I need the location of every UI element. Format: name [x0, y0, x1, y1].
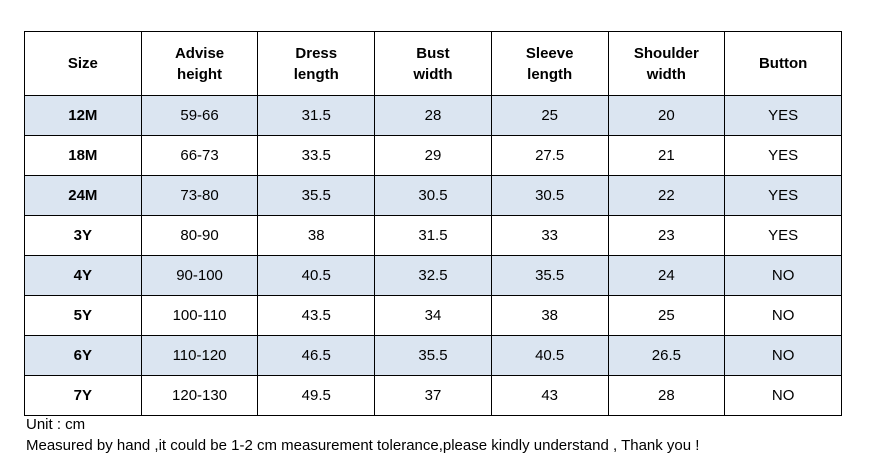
table-cell: 35.5 [374, 335, 492, 376]
table-cell: 49.5 [257, 375, 376, 416]
table-cell: 21 [607, 135, 726, 176]
table-cell: 26.5 [607, 335, 726, 376]
table-row: 12M 59-66 31.5 28 25 20 YES [24, 95, 842, 136]
table-row: 3Y 80-90 38 31.5 33 23 YES [24, 215, 842, 256]
size-cell: 5Y [24, 295, 142, 336]
size-cell: 7Y [24, 375, 142, 416]
table-head: Size Advise height Dress length Bust width S… [24, 31, 842, 96]
table-cell: 28 [374, 95, 492, 136]
size-cell: 24M [24, 175, 142, 216]
table-row: 4Y 90-100 40.5 32.5 35.5 24 NO [24, 255, 842, 296]
size-table: Size Advise height Dress length Bust width S… [24, 31, 842, 416]
header-text: Advise height [174, 44, 225, 83]
header-text: Size [67, 55, 98, 72]
header-cell: Size [24, 31, 142, 96]
table-cell: 22 [607, 175, 726, 216]
table-cell: 110-120 [140, 335, 259, 376]
table-cell: 100-110 [140, 295, 259, 336]
table-row: 18M 66-73 33.5 29 27.5 21 YES [24, 135, 842, 176]
table-cell: 31.5 [374, 215, 492, 256]
table-cell: 24 [607, 255, 726, 296]
header-cell: Button [724, 31, 842, 96]
header-text: Bust width [413, 44, 453, 83]
table-cell: YES [724, 135, 842, 176]
header-text: Button [758, 55, 808, 72]
table-cell: 25 [607, 295, 726, 336]
table-cell: 38 [490, 295, 609, 336]
table-cell: NO [724, 335, 842, 376]
size-cell: 18M [24, 135, 142, 176]
table-cell: 43.5 [257, 295, 376, 336]
size-cell: 12M [24, 95, 142, 136]
table-cell: 40.5 [490, 335, 609, 376]
table-cell: 37 [374, 375, 492, 416]
unit-note: Unit : cm [26, 416, 86, 433]
table-cell: 90-100 [140, 255, 259, 296]
table-cell: 34 [374, 295, 492, 336]
table-body: 12M 59-66 31.5 28 25 20 YES 18M 66-73 33.5 29 27.5 2… [24, 95, 842, 416]
header-text: Sleeve length [525, 44, 574, 83]
table-cell: YES [724, 215, 842, 256]
header-cell: Advise height [140, 31, 259, 96]
table-cell: 23 [607, 215, 726, 256]
table-cell: YES [724, 175, 842, 216]
header-cell: Bust width [374, 31, 492, 96]
table-cell: 20 [607, 95, 726, 136]
header-text: Dress length [293, 44, 339, 83]
table-cell: NO [724, 255, 842, 296]
size-cell: 6Y [24, 335, 142, 376]
table-cell: 59-66 [140, 95, 259, 136]
header-text: Shoulder width [633, 44, 699, 83]
table-cell: 35.5 [257, 175, 376, 216]
table-cell: NO [724, 295, 842, 336]
table-cell: 120-130 [140, 375, 259, 416]
table-cell: 33 [490, 215, 609, 256]
table-row: 5Y 100-110 43.5 34 38 25 NO [24, 295, 842, 336]
table-cell: 35.5 [490, 255, 609, 296]
table-cell: 27.5 [490, 135, 609, 176]
size-cell: 4Y [24, 255, 142, 296]
table-cell: YES [724, 95, 842, 136]
table-cell: 28 [607, 375, 726, 416]
table-cell: 29 [374, 135, 492, 176]
table-cell: 33.5 [257, 135, 376, 176]
table-cell: 46.5 [257, 335, 376, 376]
header-cell: Shoulder width [607, 31, 726, 96]
table-cell: 32.5 [374, 255, 492, 296]
table-cell: 73-80 [140, 175, 259, 216]
tolerance-note: Measured by hand ,it could be 1-2 cm mea… [26, 437, 700, 454]
table-cell: 80-90 [140, 215, 259, 256]
table-cell: 66-73 [140, 135, 259, 176]
table-cell: 40.5 [257, 255, 376, 296]
header-row: Size Advise height Dress length Bust width S… [24, 31, 842, 96]
header-cell: Dress length [257, 31, 376, 96]
table-row: 24M 73-80 35.5 30.5 30.5 22 YES [24, 175, 842, 216]
header-cell: Sleeve length [490, 31, 609, 96]
table-row: 6Y 110-120 46.5 35.5 40.5 26.5 NO [24, 335, 842, 376]
table-cell: 43 [490, 375, 609, 416]
table-row: 7Y 120-130 49.5 37 43 28 NO [24, 375, 842, 416]
table-cell: 25 [490, 95, 609, 136]
table-cell: 38 [257, 215, 376, 256]
table-cell: 30.5 [490, 175, 609, 216]
size-cell: 3Y [24, 215, 142, 256]
table-cell: 30.5 [374, 175, 492, 216]
table-cell: NO [724, 375, 842, 416]
table-cell: 31.5 [257, 95, 376, 136]
